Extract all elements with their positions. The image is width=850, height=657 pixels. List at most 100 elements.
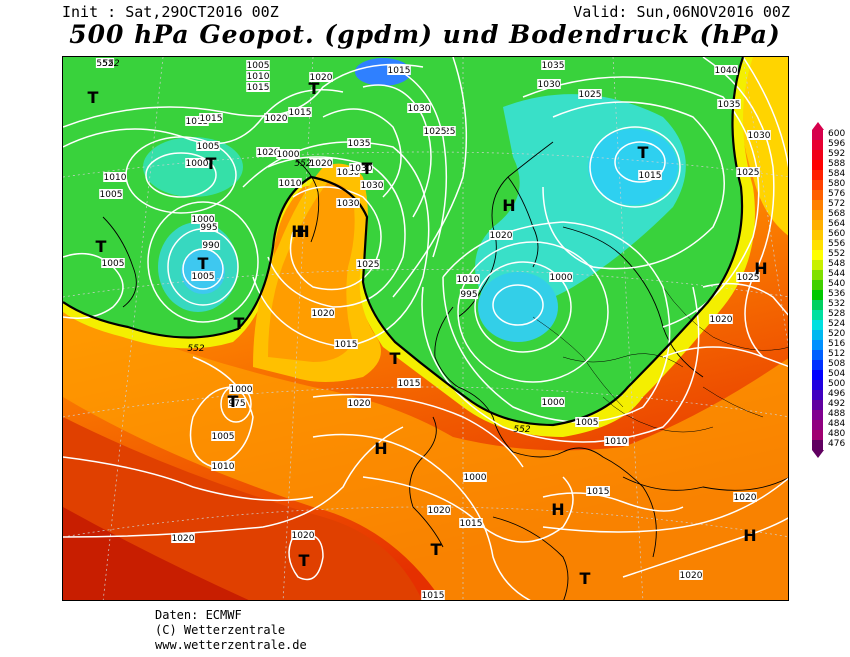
isobar-label-box xyxy=(95,58,115,68)
isobar-label-box xyxy=(336,167,360,177)
isobar-label-box xyxy=(537,79,561,89)
isobar-label: 1030 xyxy=(747,130,771,141)
isobar-label-text: 1005 xyxy=(102,259,125,269)
legend-label: 600 xyxy=(828,129,846,139)
legend-swatch xyxy=(812,180,823,190)
credits-website[interactable]: www.wetterzentrale.de xyxy=(155,638,307,652)
isobar-label-text: 995 xyxy=(200,223,217,233)
isobar-label: 1015 xyxy=(185,116,209,127)
isobar-label-box xyxy=(456,274,480,284)
geopotential-560-area-ne xyxy=(739,57,788,236)
legend-entry: 524 xyxy=(812,319,850,330)
isobar-label-text: 1010 xyxy=(605,437,628,447)
isobar-label: 1015 xyxy=(199,113,223,124)
isobar-label: 1005 xyxy=(101,258,125,269)
legend-label: 544 xyxy=(828,269,846,279)
legend-entry: 532 xyxy=(812,299,850,310)
legend-entry: 508 xyxy=(812,359,850,370)
isobar-label: 1025 xyxy=(578,89,602,100)
legend-label: 508 xyxy=(828,359,846,369)
isobar-label-box xyxy=(459,518,483,528)
credits-data-source: Daten: ECMWF xyxy=(155,608,242,622)
cold-pool-east-core xyxy=(588,129,678,205)
legend-label: 548 xyxy=(828,259,846,269)
isobar-label-box xyxy=(397,378,421,388)
isobar-label-box xyxy=(347,138,371,148)
isobar-label: 1020 xyxy=(427,505,451,516)
isobar-label-text: 552 xyxy=(96,59,113,69)
legend-swatch xyxy=(812,200,823,210)
legend-label: 500 xyxy=(828,379,846,389)
legend-entry: 580 xyxy=(812,179,850,190)
legend-entry: 476 xyxy=(812,439,850,450)
isobar-label-box xyxy=(459,289,479,299)
high-pressure-marker: H xyxy=(296,222,309,241)
isobar-label-text: 1005 xyxy=(247,61,270,71)
init-time: Init : Sat,29OCT2016 00Z xyxy=(62,3,279,21)
isobar-label-text: 1025 xyxy=(424,127,447,137)
legend-label: 584 xyxy=(828,169,846,179)
isobar-label-text: 1015 xyxy=(200,114,223,124)
isobar-label: 1005 xyxy=(191,271,215,282)
legend-label: 588 xyxy=(828,159,846,169)
isobar-label: 1015 xyxy=(397,378,421,389)
isobar-label-box xyxy=(191,214,215,224)
isobar-label-box xyxy=(541,60,565,70)
isobar-label-text: 1020 xyxy=(310,159,333,169)
geopotential-552-label: 552 xyxy=(513,425,530,435)
isobar-label-box xyxy=(714,65,738,75)
isobar-label-box xyxy=(211,431,235,441)
isobar-label-box xyxy=(185,116,209,126)
legend-label: 564 xyxy=(828,219,846,229)
legend-label: 496 xyxy=(828,389,846,399)
legend-top-arrow xyxy=(812,122,824,130)
high-pressure-marker: H xyxy=(374,439,387,458)
isobar-label-text: 1000 xyxy=(550,273,573,283)
legend-label: 524 xyxy=(828,319,846,329)
isobar-label-text: 990 xyxy=(202,241,219,251)
legend-entry: 556 xyxy=(812,239,850,250)
low-pressure-marker: T xyxy=(206,154,217,173)
isobar-label-text: 1010 xyxy=(247,72,270,82)
isobar-label-text: 1005 xyxy=(192,272,215,282)
valid-time: Valid: Sun,06NOV2016 00Z xyxy=(573,3,790,21)
isobar-label-box xyxy=(575,417,599,427)
legend-swatch xyxy=(812,300,823,310)
isobar-label-box xyxy=(421,590,445,600)
legend-entry: 512 xyxy=(812,349,850,360)
legend-label: 488 xyxy=(828,409,846,419)
isobar-label: 1005 xyxy=(196,141,220,152)
isobar-label: 1020 xyxy=(489,230,513,241)
legend-label: 528 xyxy=(828,309,846,319)
legend-swatch xyxy=(812,190,823,200)
isobar-label-text: 1015 xyxy=(587,487,610,497)
isobar-label-text: 1040 xyxy=(715,66,738,76)
isobar-label-box xyxy=(99,189,123,199)
low-pressure-marker: T xyxy=(228,392,239,411)
isobar-label-box xyxy=(264,113,288,123)
low-pressure-marker: T xyxy=(96,237,107,256)
isobar-label: 975 xyxy=(227,398,247,409)
isobar-label: 1015 xyxy=(387,65,411,76)
isobar-label: 995 xyxy=(459,289,479,300)
isobar-label-box xyxy=(201,240,221,250)
legend-swatch xyxy=(812,220,823,230)
coastlines xyxy=(102,141,788,600)
legend-entry: 588 xyxy=(812,159,850,170)
map-title: 500 hPa Geopot. (gpdm) und Bodendruck (h… xyxy=(69,20,781,49)
legend-swatch xyxy=(812,330,823,340)
legend-swatch xyxy=(812,230,823,240)
isobar-label: 1020 xyxy=(309,72,333,83)
isobar-label-box xyxy=(288,107,312,117)
isobar-label: 1020 xyxy=(291,530,315,541)
legend-swatch xyxy=(812,130,823,140)
legend-entry: 480 xyxy=(812,429,850,440)
legend-entry: 564 xyxy=(812,219,850,230)
geopotential-576-area xyxy=(63,417,423,600)
legend-label: 552 xyxy=(828,249,846,259)
legend-entry: 568 xyxy=(812,209,850,220)
isobar-label: 1030 xyxy=(336,167,360,178)
legend-swatch xyxy=(812,430,823,440)
isobar-label-text: 1015 xyxy=(247,83,270,93)
legend-swatch xyxy=(812,310,823,320)
